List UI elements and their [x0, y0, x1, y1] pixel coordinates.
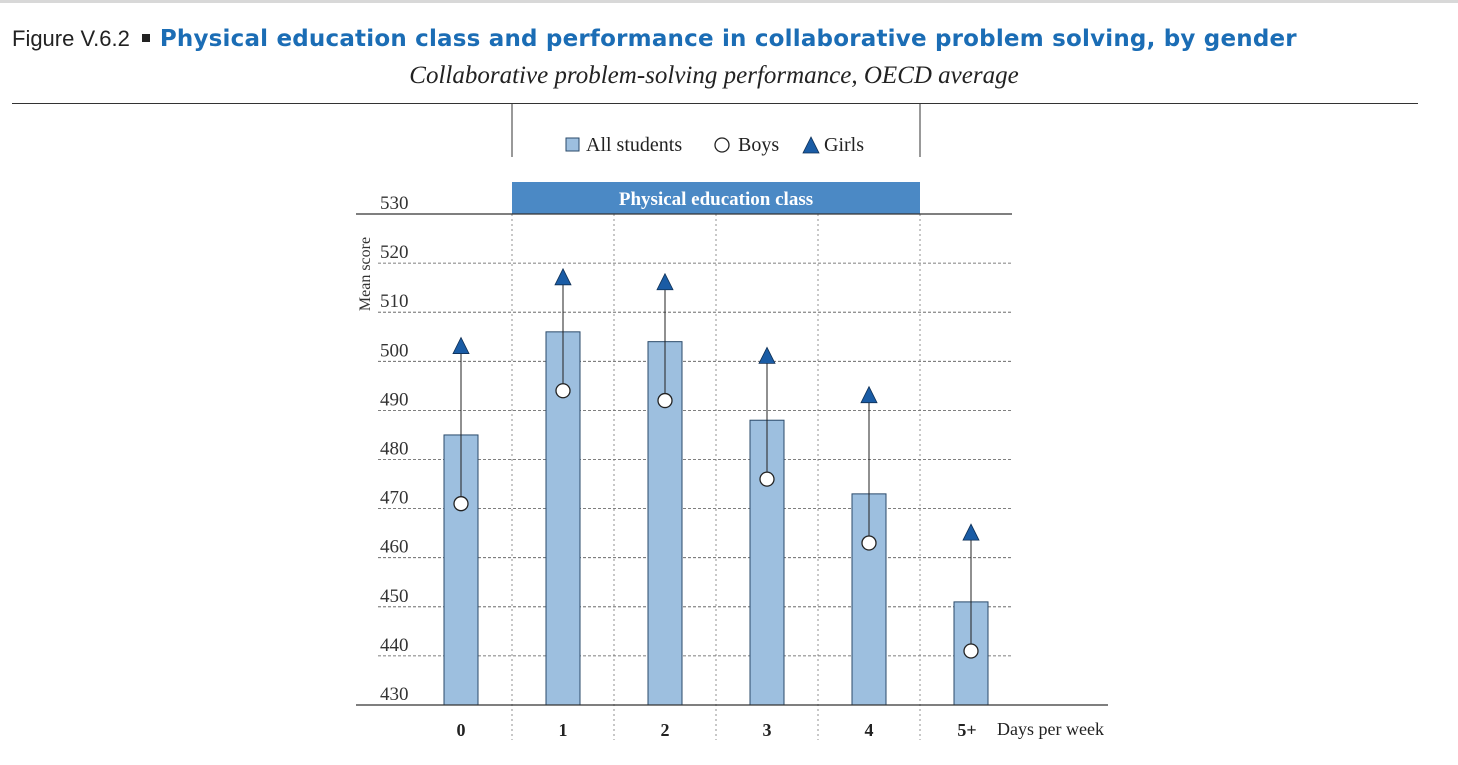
boys-marker-5+: [963, 643, 979, 659]
legend-boys-circle-icon: [714, 137, 730, 153]
legend-boys-label: Boys: [738, 134, 779, 156]
legend-girls-triangle-icon: [802, 136, 820, 154]
y-tick-label-480: 480: [380, 439, 409, 460]
y-tick-label-530: 530: [380, 193, 409, 214]
y-tick-label-520: 520: [380, 242, 409, 263]
x-tick-label-0: 0: [457, 720, 466, 740]
legend-all-students-label: All students: [586, 134, 682, 156]
y-tick-label-510: 510: [380, 291, 409, 312]
x-tick-label-4: 4: [865, 720, 874, 740]
figure-label: Figure V.6.2: [12, 26, 130, 51]
girls-marker-1: [554, 267, 572, 286]
x-tick-label-2: 2: [661, 720, 670, 740]
girls-markers: [452, 267, 980, 541]
girls-marker-3: [758, 346, 776, 364]
bar-all-students-0: [443, 434, 479, 706]
y-tick-label-490: 490: [380, 389, 409, 410]
physical-education-band: [512, 182, 920, 214]
y-tick-label-430: 430: [380, 684, 409, 705]
boys-marker-3: [759, 471, 775, 487]
girls-marker-0: [452, 336, 470, 354]
physical-education-band-label: Physical education class: [619, 189, 813, 210]
boys-marker-4: [861, 535, 877, 551]
girls-marker-5+: [962, 523, 980, 541]
legend-girls-label: Girls: [824, 134, 864, 156]
x-tick-labels: 0 1 2 3 4 5+: [457, 720, 977, 740]
x-tick-label-5+: 5+: [957, 720, 976, 740]
top-border: [0, 0, 1458, 3]
figure-name: Physical education class and performance…: [159, 26, 1297, 52]
y-tick-label-450: 450: [380, 586, 409, 607]
square-bullet-icon: [141, 34, 150, 42]
x-tick-label-1: 1: [559, 720, 568, 740]
boys-marker-2: [657, 392, 673, 409]
legend-all-students-swatch: [565, 137, 580, 152]
boys-markers: [453, 383, 979, 659]
y-tick-label-470: 470: [380, 488, 409, 509]
y-tick-label-460: 460: [380, 537, 409, 558]
girls-marker-4: [860, 385, 878, 404]
title-rule: [12, 103, 1418, 104]
y-tick-label-500: 500: [380, 340, 409, 361]
boys-marker-1: [555, 383, 571, 399]
x-tick-label-3: 3: [763, 720, 772, 740]
x-axis-title: Days per week: [997, 719, 1104, 739]
figure-title: Figure V.6.2 Physical education class and…: [12, 24, 1297, 54]
y-tick-labels: 530 520 510 500 490 480 470 460 450 440 430: [380, 193, 409, 705]
y-axis-title: Mean score: [357, 237, 374, 311]
boys-marker-0: [453, 496, 469, 512]
range-lines: [460, 277, 972, 651]
gridlines: [378, 262, 1012, 657]
y-tick-label-440: 440: [380, 635, 409, 656]
legend: All students Boys Girls: [565, 134, 864, 156]
figure-subtitle: Collaborative problem-solving performanc…: [409, 62, 1019, 89]
girls-marker-2: [656, 272, 674, 291]
